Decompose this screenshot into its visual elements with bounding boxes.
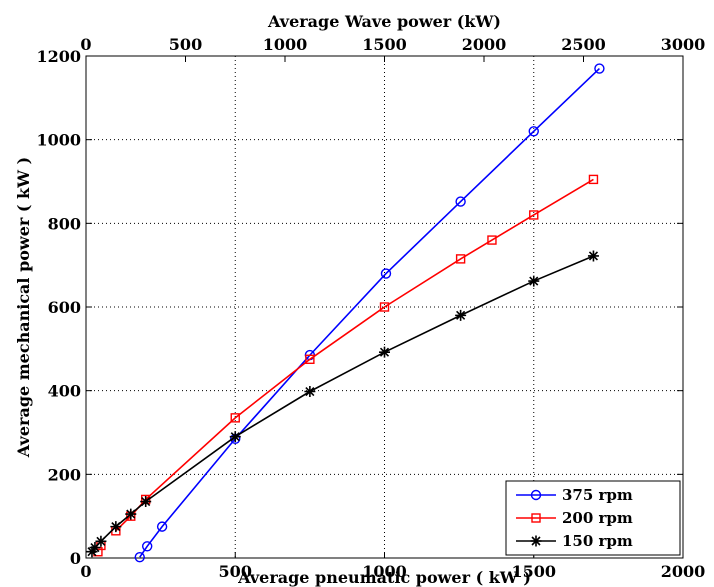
series-line (116, 179, 594, 530)
y-tick-label: 1000 (36, 131, 81, 150)
y-tick-label: 400 (48, 382, 81, 401)
data-point (140, 496, 151, 507)
top-axis-label: Average Wave power (kW) (267, 12, 501, 31)
data-point (588, 250, 599, 261)
y-tick-label: 0 (70, 549, 81, 568)
legend: 375 rpm 200 rpm 150 rpm (506, 481, 680, 555)
legend-label: 200 rpm (562, 509, 633, 527)
data-point (455, 310, 466, 321)
y-tick-label: 1200 (36, 47, 81, 66)
data-point (379, 347, 390, 358)
data-point (125, 509, 136, 520)
top-tick-label: 500 (169, 35, 202, 54)
y-tick-label: 200 (48, 465, 81, 484)
data-point (528, 276, 539, 287)
top-tick-label: 0 (80, 35, 91, 54)
data-point (95, 536, 106, 547)
data-point (230, 431, 241, 442)
top-tick-label: 2500 (561, 35, 606, 54)
top-tick-label: 2000 (462, 35, 507, 54)
y-tick-label: 600 (48, 298, 81, 317)
legend-label: 375 rpm (562, 486, 633, 504)
top-tick-label: 1500 (362, 35, 407, 54)
data-point (304, 386, 315, 397)
y-tick-label: 800 (48, 214, 81, 233)
legend-marker (531, 536, 542, 547)
legend-label: 150 rpm (562, 532, 633, 550)
top-tick-label: 3000 (661, 35, 706, 54)
top-tick-label: 1000 (263, 35, 308, 54)
y-axis-label: Average mechanical power ( kW ) (14, 157, 33, 458)
x-tick-label: 0 (80, 562, 91, 581)
x-axis-label: Average pneumatic power ( kW ) (237, 568, 531, 587)
data-point (110, 521, 121, 532)
x-tick-label: 2000 (661, 562, 706, 581)
